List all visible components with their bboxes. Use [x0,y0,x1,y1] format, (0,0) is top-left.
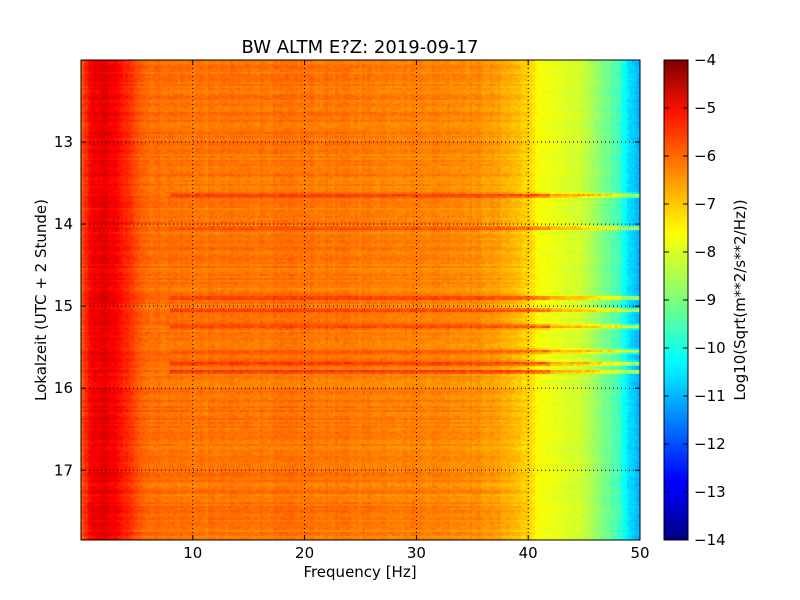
colorbar-tick-label: −10 [694,339,726,357]
chart-title: BW ALTM E?Z: 2019-09-17 [242,37,479,58]
y-tick-label: 14 [54,215,73,233]
colorbar-tick-label: −5 [694,99,716,117]
x-tick-label: 20 [295,544,314,562]
colorbar-tick-label: −7 [694,195,716,213]
x-tick-label: 50 [630,544,649,562]
y-axis-label: Lokalzeit (UTC + 2 Stunde) [32,199,50,401]
colorbar-label: Log10(Sqrt(m**2/s**2/Hz)) [731,199,749,400]
x-tick-label: 10 [183,544,202,562]
colorbar-tick-label: −12 [694,435,726,453]
x-tick-label: 40 [519,544,538,562]
plot-area: 10 20 30 40 50 13 14 15 16 17 [54,59,650,562]
grid-lines [81,60,640,540]
y-tick-label: 13 [54,133,73,151]
heatmap-image [81,60,640,540]
y-tick-label: 16 [54,379,73,397]
y-tick-label: 15 [54,297,73,315]
colorbar-tick-label: −6 [694,147,716,165]
colorbar-tick-label: −8 [694,243,716,261]
colorbar-tick-label: −14 [694,531,726,549]
colorbar: −4 −5 −6 −7 −8 −9 −10 −11 −12 −13 −14 [663,51,726,549]
plot-frame [80,59,641,541]
colorbar-tick-label: −9 [694,291,716,309]
colorbar-tick-label: −4 [694,51,716,69]
y-axis: 13 14 15 16 17 [54,133,640,479]
x-axis: 10 20 30 40 50 [183,60,650,562]
colorbar-tick-label: −13 [694,483,726,501]
colorbar-ticks: −4 −5 −6 −7 −8 −9 −10 −11 −12 −13 −14 [664,51,726,549]
x-axis-label: Frequency [Hz] [303,563,416,581]
colorbar-tick-label: −11 [694,387,726,405]
y-tick-label: 17 [54,461,73,479]
x-tick-label: 30 [407,544,426,562]
